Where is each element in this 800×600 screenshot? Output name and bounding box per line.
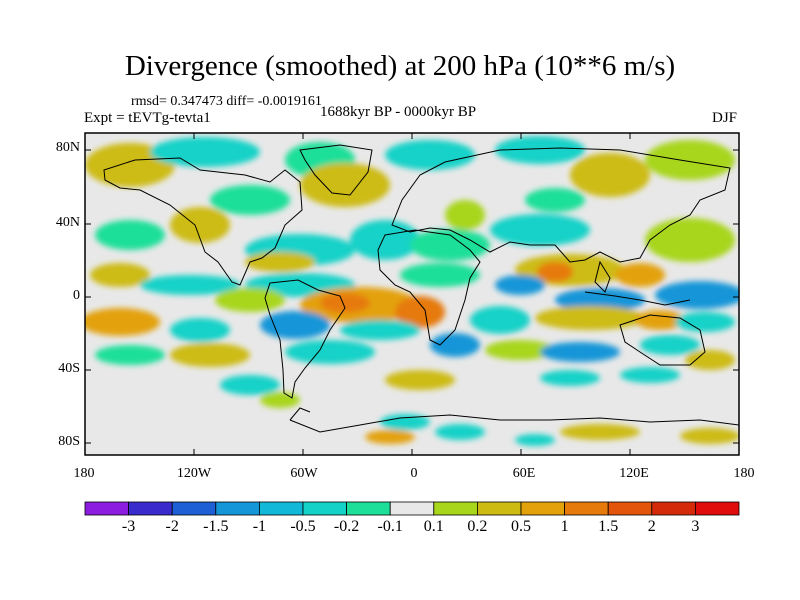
coast-greenland bbox=[299, 144, 373, 196]
plot-title: Divergence (smoothed) at 200 hPa (10**6 … bbox=[124, 50, 676, 82]
colorbar-box bbox=[564, 501, 609, 516]
colorbar-label: -2 bbox=[165, 518, 179, 535]
lat-label-80n: 80N bbox=[55, 140, 80, 155]
colorbar-label: 0.2 bbox=[467, 518, 488, 535]
colorbar-label: 3 bbox=[691, 518, 700, 535]
lat-label-40n: 40N bbox=[55, 215, 80, 230]
lon-label-0: 0 bbox=[410, 466, 418, 481]
colorbar-box bbox=[215, 501, 260, 516]
coast-africa bbox=[377, 229, 481, 346]
lon-label-120e: 120E bbox=[619, 466, 649, 481]
colorbar-label: -1.5 bbox=[203, 518, 229, 535]
colorbar-box bbox=[607, 501, 653, 516]
colorbar-box bbox=[258, 501, 304, 516]
colorbar-label: 1.5 bbox=[598, 518, 619, 535]
lat-label-80s: 80S bbox=[58, 434, 80, 449]
coast-antarctica bbox=[289, 414, 739, 433]
lon-label-120w: 120W bbox=[176, 466, 212, 481]
coastlines bbox=[103, 144, 739, 433]
colorbar-label: 0.5 bbox=[511, 518, 531, 535]
lat-label-0: 0 bbox=[73, 288, 80, 303]
colorbar-label: -0.1 bbox=[377, 518, 403, 535]
colorbar-box bbox=[651, 501, 696, 516]
coast-indonesia bbox=[584, 291, 691, 306]
colorbar-label: -0.2 bbox=[333, 518, 360, 535]
divergence-field bbox=[85, 136, 739, 446]
colorbar-box bbox=[476, 501, 522, 516]
lon-label-180e: 180 bbox=[733, 466, 755, 481]
colorbar-box bbox=[171, 501, 217, 516]
colorbar bbox=[84, 501, 740, 516]
colorbar-label: -1 bbox=[252, 518, 267, 535]
coast-eurasia bbox=[391, 147, 731, 263]
colorbar-label: 2 bbox=[647, 518, 656, 535]
colorbar-box bbox=[695, 501, 740, 516]
coast-north-america bbox=[103, 157, 303, 286]
season-label: DJF bbox=[712, 110, 738, 126]
lon-label-180w: 180 bbox=[73, 466, 95, 481]
colorbar-box bbox=[389, 501, 435, 516]
lon-label-60w: 60W bbox=[290, 466, 318, 481]
coast-antarctic-peninsula bbox=[289, 407, 311, 421]
coast-indochina bbox=[594, 260, 611, 293]
experiment-label: Expt = tEVTg-tevta1 bbox=[84, 110, 211, 126]
lon-label-60e: 60E bbox=[512, 466, 536, 481]
colorbar-label: 1 bbox=[560, 518, 569, 535]
axis-ticks bbox=[85, 133, 739, 455]
colorbar-box bbox=[302, 501, 347, 516]
lat-label-40s: 40S bbox=[58, 361, 80, 376]
colorbar-label: -0.5 bbox=[290, 518, 316, 535]
colorbar-box bbox=[84, 501, 129, 516]
colorbar-box bbox=[520, 501, 565, 516]
coast-south-america bbox=[264, 279, 346, 399]
colorbar-box bbox=[128, 501, 173, 516]
stats-text: rmsd= 0.347473 diff= -0.0019161 bbox=[131, 94, 322, 109]
colorbar-box bbox=[433, 501, 478, 516]
colorbar-label: -3 bbox=[121, 518, 136, 535]
coast-australia bbox=[619, 314, 706, 366]
colorbar-label: 0.1 bbox=[423, 518, 444, 535]
colorbar-box bbox=[346, 501, 391, 516]
period-label: 1688kyr BP - 0000kyr BP bbox=[320, 104, 477, 120]
